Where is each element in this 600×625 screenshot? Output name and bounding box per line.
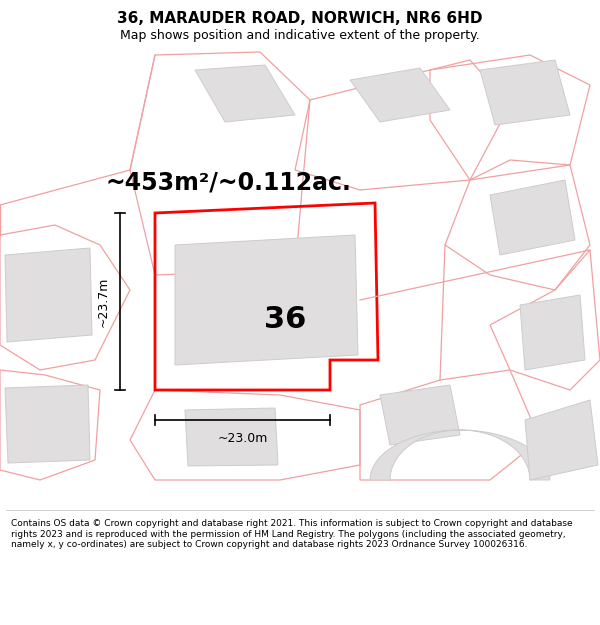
Polygon shape: [380, 385, 460, 445]
Text: Contains OS data © Crown copyright and database right 2021. This information is : Contains OS data © Crown copyright and d…: [11, 519, 572, 549]
Polygon shape: [5, 385, 90, 463]
Polygon shape: [5, 248, 92, 342]
Polygon shape: [525, 400, 598, 480]
Polygon shape: [370, 430, 550, 480]
Polygon shape: [490, 180, 575, 255]
Text: ~23.0m: ~23.0m: [217, 432, 268, 445]
Polygon shape: [520, 295, 585, 370]
Polygon shape: [175, 235, 358, 365]
Text: ~23.7m: ~23.7m: [97, 276, 110, 327]
Polygon shape: [195, 65, 295, 122]
Text: 36, MARAUDER ROAD, NORWICH, NR6 6HD: 36, MARAUDER ROAD, NORWICH, NR6 6HD: [117, 11, 483, 26]
Text: Map shows position and indicative extent of the property.: Map shows position and indicative extent…: [120, 29, 480, 42]
Text: ~453m²/~0.112ac.: ~453m²/~0.112ac.: [105, 170, 351, 194]
Polygon shape: [350, 68, 450, 122]
Polygon shape: [185, 408, 278, 466]
Text: 36: 36: [264, 306, 306, 334]
Polygon shape: [480, 60, 570, 125]
